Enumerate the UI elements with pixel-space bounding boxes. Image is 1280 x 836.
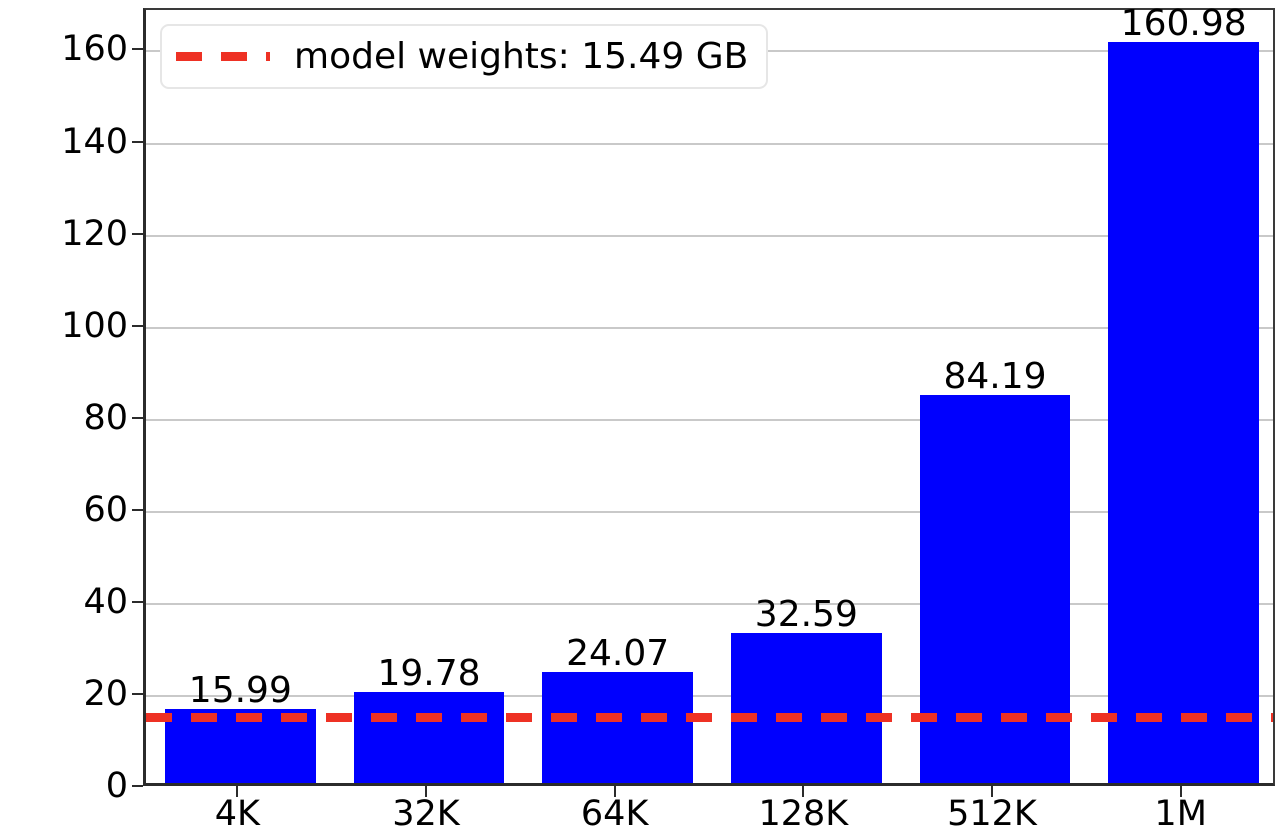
y-tick-label: 80 [83, 397, 128, 438]
bar-value-label: 19.78 [377, 652, 481, 694]
y-tick-mark [132, 140, 143, 143]
legend-entry-label: model weights: 15.49 GB [294, 36, 749, 77]
y-tick-label: 160 [61, 29, 128, 70]
bar [542, 672, 694, 783]
bar-value-labels: 15.99 19.78 24.07 32.59 84.19 160.98 [146, 3, 1273, 783]
x-tick-label: 64K [580, 794, 649, 834]
gridline [146, 510, 1273, 513]
y-tick-mark [132, 600, 143, 603]
y-tick-mark [132, 692, 143, 695]
x-tick-mark [236, 786, 239, 797]
gridline [146, 142, 1273, 145]
bar-value-label: 15.99 [188, 670, 292, 712]
bars-group [146, 10, 1273, 783]
bar-value-label: 84.19 [943, 356, 1047, 398]
y-tick-label: 60 [83, 489, 128, 530]
x-tick-label: 512K [947, 794, 1037, 834]
y-tick-mark [132, 48, 143, 51]
x-tick-mark [1179, 786, 1182, 797]
x-tick-mark [991, 786, 993, 797]
x-tick-label: 128K [758, 794, 849, 834]
x-tick-mark [425, 786, 427, 797]
legend-dashed-line-icon [176, 52, 270, 61]
bar [353, 691, 505, 783]
gridline [146, 602, 1273, 605]
gridline [146, 326, 1273, 329]
legend: model weights: 15.49 GB [160, 24, 769, 89]
plot-area: 15.99 19.78 24.07 32.59 84.19 160.98 model we… [143, 3, 1275, 786]
y-tick-mark [132, 416, 143, 419]
bar [1108, 41, 1260, 783]
y-tick-label: 140 [61, 121, 128, 162]
x-tick-label: 1M [1154, 794, 1207, 834]
y-tick-mark [132, 232, 143, 235]
x-tick-mark [802, 786, 805, 797]
y-tick-mark [132, 785, 143, 787]
gridline [146, 694, 1273, 697]
y-tick-label: 0 [105, 766, 128, 806]
gridline [146, 418, 1273, 421]
bar-value-label: 24.07 [566, 633, 670, 675]
gridline [146, 234, 1273, 237]
x-tick-label: 32K [392, 794, 460, 834]
bar-value-label: 160.98 [1120, 2, 1247, 44]
y-tick-label: 120 [61, 213, 128, 254]
y-tick-mark [132, 508, 143, 511]
x-tick-label: 4K [214, 794, 260, 834]
reference-line-group [146, 10, 1273, 783]
y-tick-mark [132, 324, 143, 327]
y-tick-label: 100 [61, 305, 128, 346]
model-weights-reference-line [146, 712, 1273, 722]
bar-value-label: 32.59 [754, 593, 858, 635]
y-tick-label: 40 [83, 581, 128, 622]
y-tick-label: 20 [83, 673, 128, 714]
bar [730, 632, 882, 783]
x-tick-mark [613, 786, 616, 797]
